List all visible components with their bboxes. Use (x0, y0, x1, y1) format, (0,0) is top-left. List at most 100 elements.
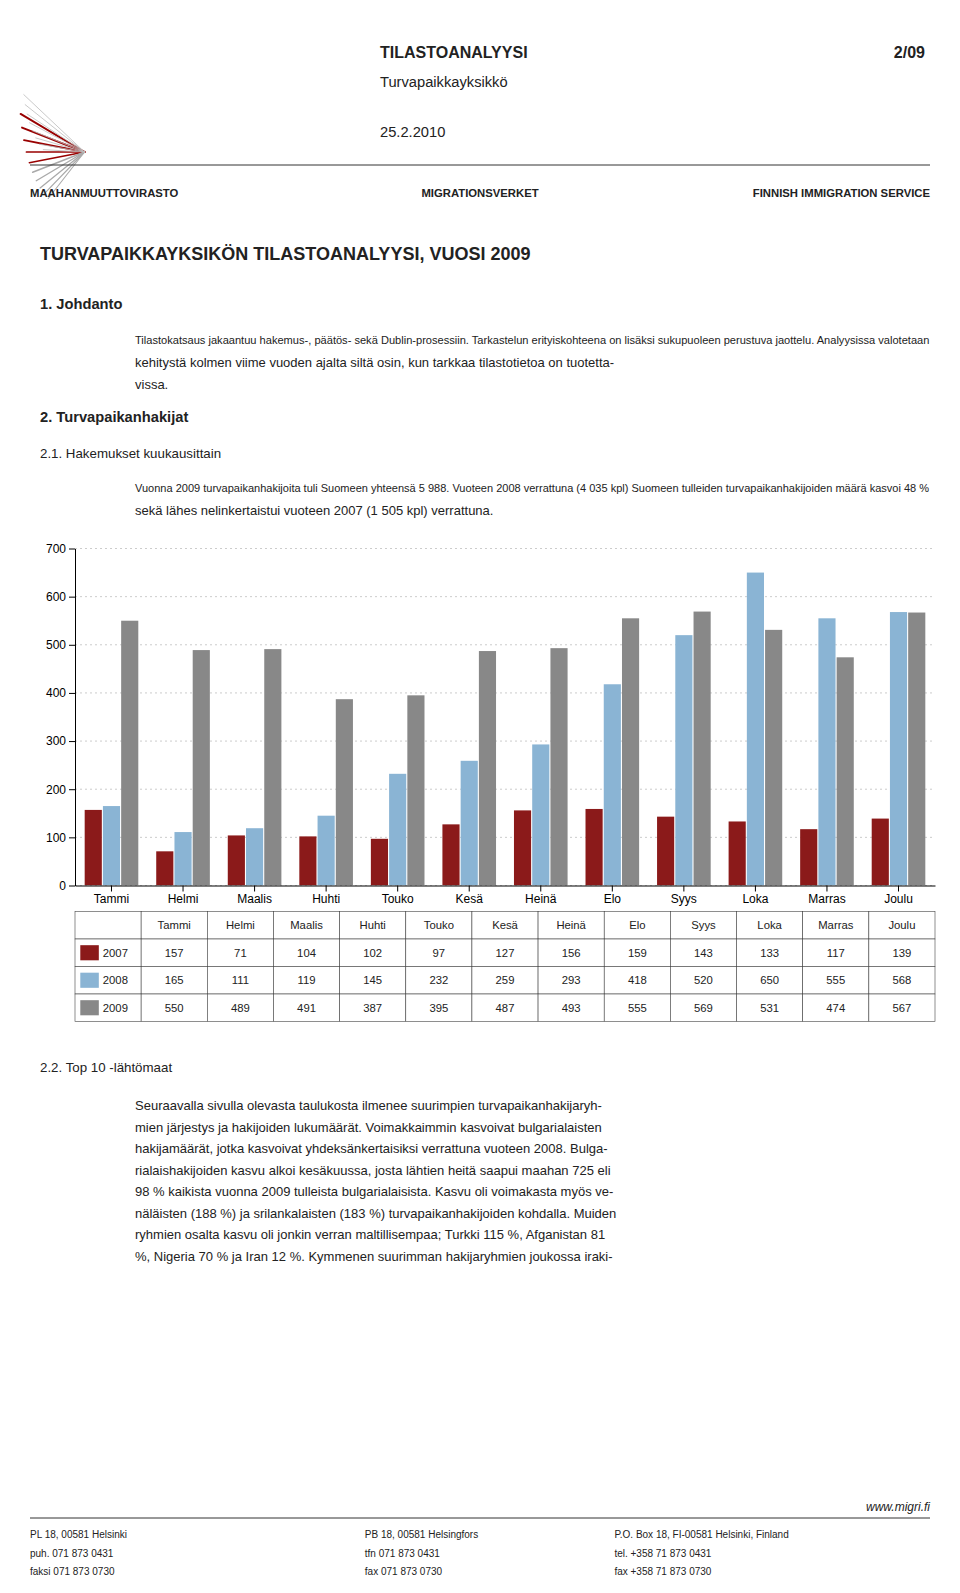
y-tick-label: 200 (46, 783, 66, 797)
table-cell (670, 994, 736, 1022)
x-tick: Huhti (312, 886, 340, 907)
footer-line: faksi 071 873 0730 (30, 1566, 115, 1577)
y-tick: 100 (46, 831, 75, 845)
x-tick-label: Elo (604, 892, 622, 906)
footer-line: puh. 071 873 0431 (30, 1548, 114, 1559)
table-value: 145 (363, 974, 382, 986)
x-tick: Elo (604, 886, 622, 907)
footer-line: tel. +358 71 873 0431 (614, 1548, 711, 1559)
x-tick-mark (612, 886, 613, 892)
table-value: 555 (826, 974, 845, 986)
table-value: 111 (232, 974, 249, 986)
table-cell (273, 939, 339, 967)
bar (85, 810, 102, 886)
bar (156, 851, 173, 885)
header-org: MIGRATIONSVERKET (421, 187, 538, 199)
body-line: hakijamäärät, jotka kasvoivat yhdeksänke… (135, 1141, 608, 1156)
x-tick-mark (540, 886, 541, 892)
table-header: Huhti (360, 919, 386, 931)
body-line: Seuraavalla sivulla olevasta taulukosta … (135, 1098, 602, 1113)
footer-line: fax +358 71 873 0730 (614, 1566, 711, 1577)
table-value: 127 (496, 947, 515, 959)
bar (550, 648, 567, 885)
table-value: 119 (298, 974, 316, 986)
table-value: 567 (892, 1002, 911, 1014)
table-cell (207, 967, 273, 995)
x-tick-label: Loka (742, 892, 768, 906)
x-tick: Syys (671, 886, 697, 907)
body-line: %, Nigeria 70 % ja Iran 12 %. Kymmenen s… (135, 1249, 613, 1264)
table-value: 165 (165, 974, 184, 986)
table-cell (273, 994, 339, 1022)
x-tick-label: Maalis (237, 892, 272, 906)
y-tick-mark (69, 597, 75, 598)
bar (228, 835, 245, 885)
table-cell (472, 912, 538, 940)
table-value: 117 (827, 947, 845, 959)
table-cell (472, 994, 538, 1022)
bar (800, 829, 817, 885)
table-cell (604, 967, 670, 995)
table-cell (273, 912, 339, 940)
grid-line (75, 644, 935, 645)
table-cell (803, 994, 869, 1022)
table-value: 159 (628, 947, 647, 959)
bar (675, 635, 692, 885)
x-tick-mark (683, 886, 684, 892)
body-line: ryhmien osalta kasvu oli jonkin verran m… (135, 1227, 605, 1242)
x-tick: Marras (808, 886, 845, 907)
bar (604, 684, 621, 885)
logo-stroke (43, 150, 84, 152)
table-cell (141, 967, 207, 995)
x-tick-mark (254, 886, 255, 892)
bar (532, 744, 549, 885)
table-value: 569 (694, 1002, 713, 1014)
y-tick-label: 500 (46, 638, 66, 652)
bar (299, 836, 316, 885)
y-tick-label: 300 (46, 734, 66, 748)
y-tick-mark (69, 549, 75, 550)
bar (514, 810, 531, 885)
table-cell (207, 994, 273, 1022)
table-series-name: 2007 (103, 947, 128, 959)
table-header: Joulu (888, 919, 915, 931)
body-line: Vuonna 2009 turvapaikanhakijoita tuli Su… (135, 482, 929, 494)
y-tick: 400 (46, 686, 75, 700)
x-tick-mark (397, 886, 398, 892)
x-tick-label: Marras (808, 892, 845, 906)
table-value: 650 (760, 974, 779, 986)
table-cell (803, 967, 869, 995)
grid-line (75, 548, 935, 549)
table-header: Marras (818, 919, 853, 931)
logo (21, 95, 85, 199)
table-header: Heinä (556, 919, 586, 931)
x-tick: Tammi (94, 886, 129, 907)
table-cell (340, 994, 406, 1022)
y-axis: 0100200300400500600700 (46, 542, 76, 893)
logo-stroke (30, 123, 85, 152)
section-title: 2. Turvapaikanhakijat (40, 409, 188, 425)
table-value: 133 (760, 947, 779, 959)
y-tick-mark (69, 741, 75, 742)
bar (657, 817, 674, 886)
table-value: 104 (297, 947, 316, 959)
page: TILASTOANALYYSITurvapaikkayksikkö2/0925.… (0, 0, 960, 1593)
table-cell (340, 967, 406, 995)
bar (103, 806, 120, 885)
bar (461, 761, 478, 886)
table-value: 520 (694, 974, 713, 986)
y-tick-label: 600 (46, 590, 66, 604)
x-axis: TammiHelmiMaalisHuhtiToukoKesäHeinäEloSy… (76, 886, 936, 907)
bar (586, 809, 603, 886)
logo-stroke (32, 131, 84, 152)
logo-stroke (27, 114, 84, 152)
table-cell (869, 994, 935, 1022)
table-cell (340, 912, 406, 940)
chart: 0100200300400500600700TammiHelmiMaalisHu… (46, 542, 936, 906)
bar (193, 650, 210, 885)
body-line: sekä lähes nelinkertaistui vuoteen 2007 … (135, 503, 493, 518)
logo-stroke (24, 95, 85, 152)
x-tick-mark (755, 886, 756, 892)
table-cell (75, 967, 141, 995)
bar (908, 613, 925, 886)
